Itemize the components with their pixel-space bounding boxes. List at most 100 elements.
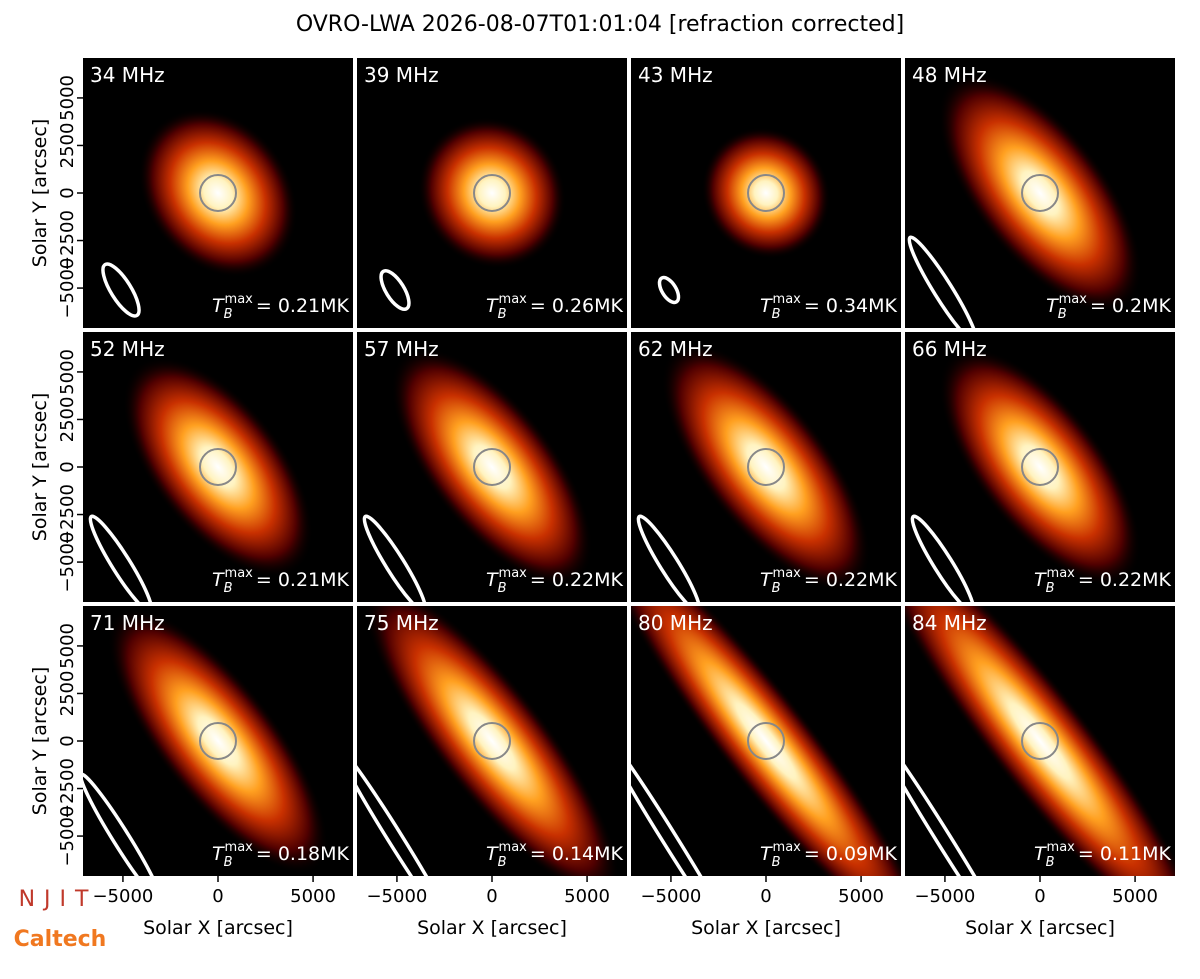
tmax-value: = 0.22MK — [530, 569, 624, 591]
tb-sub: B — [498, 307, 507, 322]
panel — [83, 332, 353, 602]
tb-symbol: T — [1034, 843, 1047, 865]
tb-symbol: T — [486, 569, 499, 591]
y-tick-label: 5000 — [57, 75, 78, 121]
tmax-value: = 0.26MK — [530, 295, 624, 317]
tb-symbol: T — [212, 295, 225, 317]
beam — [379, 268, 411, 312]
y-tick-label: −2500 — [57, 758, 78, 819]
logo-caltech: Caltech — [14, 927, 107, 952]
tb-sup: max — [225, 840, 254, 855]
y-tick-label: 2500 — [57, 123, 78, 169]
tb-sup: max — [499, 292, 528, 307]
x-axis-label: Solar X [arcsec] — [691, 917, 841, 939]
figure-title: OVRO-LWA 2026-08-07T01:01:04 [refraction… — [296, 12, 904, 37]
beam — [362, 514, 428, 602]
beam — [636, 514, 702, 602]
tb-sub: B — [1046, 855, 1055, 870]
frequency-label: 52 MHz — [90, 337, 165, 361]
y-axis-label: Solar Y [arcsec] — [29, 667, 51, 815]
y-axis-label: Solar Y [arcsec] — [29, 393, 51, 541]
tmax-label: TBmax = 0.22MK — [760, 566, 898, 596]
panel — [905, 332, 1175, 602]
y-tick-label: −5000 — [57, 258, 78, 319]
panel — [83, 606, 353, 876]
tmax-label: TBmax = 0.21MK — [212, 292, 350, 322]
tb-sup: max — [773, 566, 802, 581]
x-tick-label: −5000 — [366, 886, 427, 907]
tmax-label: TBmax = 0.18MK — [212, 840, 350, 870]
tb-symbol: T — [1034, 569, 1047, 591]
solar-disk — [747, 722, 785, 760]
tb-symbol: T — [486, 295, 499, 317]
frequency-label: 34 MHz — [90, 63, 165, 87]
y-tick-label: 5000 — [57, 623, 78, 669]
y-axis-label: Solar Y [arcsec] — [29, 119, 51, 267]
tmax-value: = 0.09MK — [804, 843, 898, 865]
tb-sup: max — [773, 292, 802, 307]
tb-sub: B — [772, 855, 781, 870]
frequency-label: 66 MHz — [912, 337, 987, 361]
tb-sub: B — [498, 581, 507, 596]
panel — [905, 58, 1175, 328]
logo-njit: NJIT — [19, 887, 98, 912]
tmax-label: TBmax = 0.22MK — [1034, 566, 1172, 596]
tmax-value: = 0.34MK — [804, 295, 898, 317]
tmax-value: = 0.21MK — [256, 569, 350, 591]
x-axis-label: Solar X [arcsec] — [143, 917, 293, 939]
emission — [138, 108, 298, 278]
solar-disk — [199, 448, 237, 486]
x-tick-label: 0 — [760, 886, 771, 907]
frequency-label: 75 MHz — [364, 611, 439, 635]
beam — [101, 262, 141, 318]
tmax-label: TBmax = 0.21MK — [212, 566, 350, 596]
beam — [910, 514, 976, 602]
emission — [107, 607, 329, 875]
tb-sup: max — [1047, 840, 1076, 855]
tmax-value: = 0.22MK — [804, 569, 898, 591]
y-tick-label: −2500 — [57, 484, 78, 545]
tb-sub: B — [1046, 581, 1055, 596]
solar-disk — [747, 448, 785, 486]
beam — [657, 275, 681, 305]
tmax-value: = 0.21MK — [256, 295, 350, 317]
solar-disk — [199, 174, 237, 212]
tb-sub: B — [772, 307, 781, 322]
tmax-value: = 0.18MK — [256, 843, 350, 865]
y-tick-label: 0 — [57, 461, 78, 472]
y-tick-label: 0 — [57, 187, 78, 198]
tmax-label: TBmax = 0.14MK — [486, 840, 624, 870]
tb-sup: max — [225, 566, 254, 581]
x-tick-label: 0 — [1034, 886, 1045, 907]
tb-symbol: T — [212, 843, 225, 865]
solar-disk — [473, 722, 511, 760]
tb-symbol: T — [760, 295, 773, 317]
panel — [631, 606, 901, 876]
y-tick-label: 2500 — [57, 671, 78, 717]
emission — [939, 347, 1141, 587]
tb-sub: B — [224, 307, 233, 322]
solar-disk — [473, 174, 511, 212]
emission — [364, 606, 620, 876]
y-tick-label: −5000 — [57, 806, 78, 867]
y-tick-label: 5000 — [57, 349, 78, 395]
panel — [631, 332, 901, 602]
solar-disk — [747, 174, 785, 212]
tb-symbol: T — [212, 569, 225, 591]
y-tick-label: 0 — [57, 735, 78, 746]
x-axis-label: Solar X [arcsec] — [417, 917, 567, 939]
frequency-label: 39 MHz — [364, 63, 439, 87]
panel — [357, 58, 627, 328]
beam — [357, 742, 456, 876]
solar-disk — [1021, 448, 1059, 486]
panel — [357, 606, 627, 876]
solar-disk — [473, 448, 511, 486]
tmax-label: TBmax = 0.26MK — [486, 292, 624, 322]
x-tick-label: −5000 — [92, 886, 153, 907]
tmax-value: = 0.22MK — [1078, 569, 1172, 591]
x-axis-label: Solar X [arcsec] — [965, 917, 1115, 939]
solar-disk — [199, 722, 237, 760]
tb-sup: max — [225, 292, 254, 307]
emission — [631, 606, 901, 876]
frequency-label: 62 MHz — [638, 337, 713, 361]
